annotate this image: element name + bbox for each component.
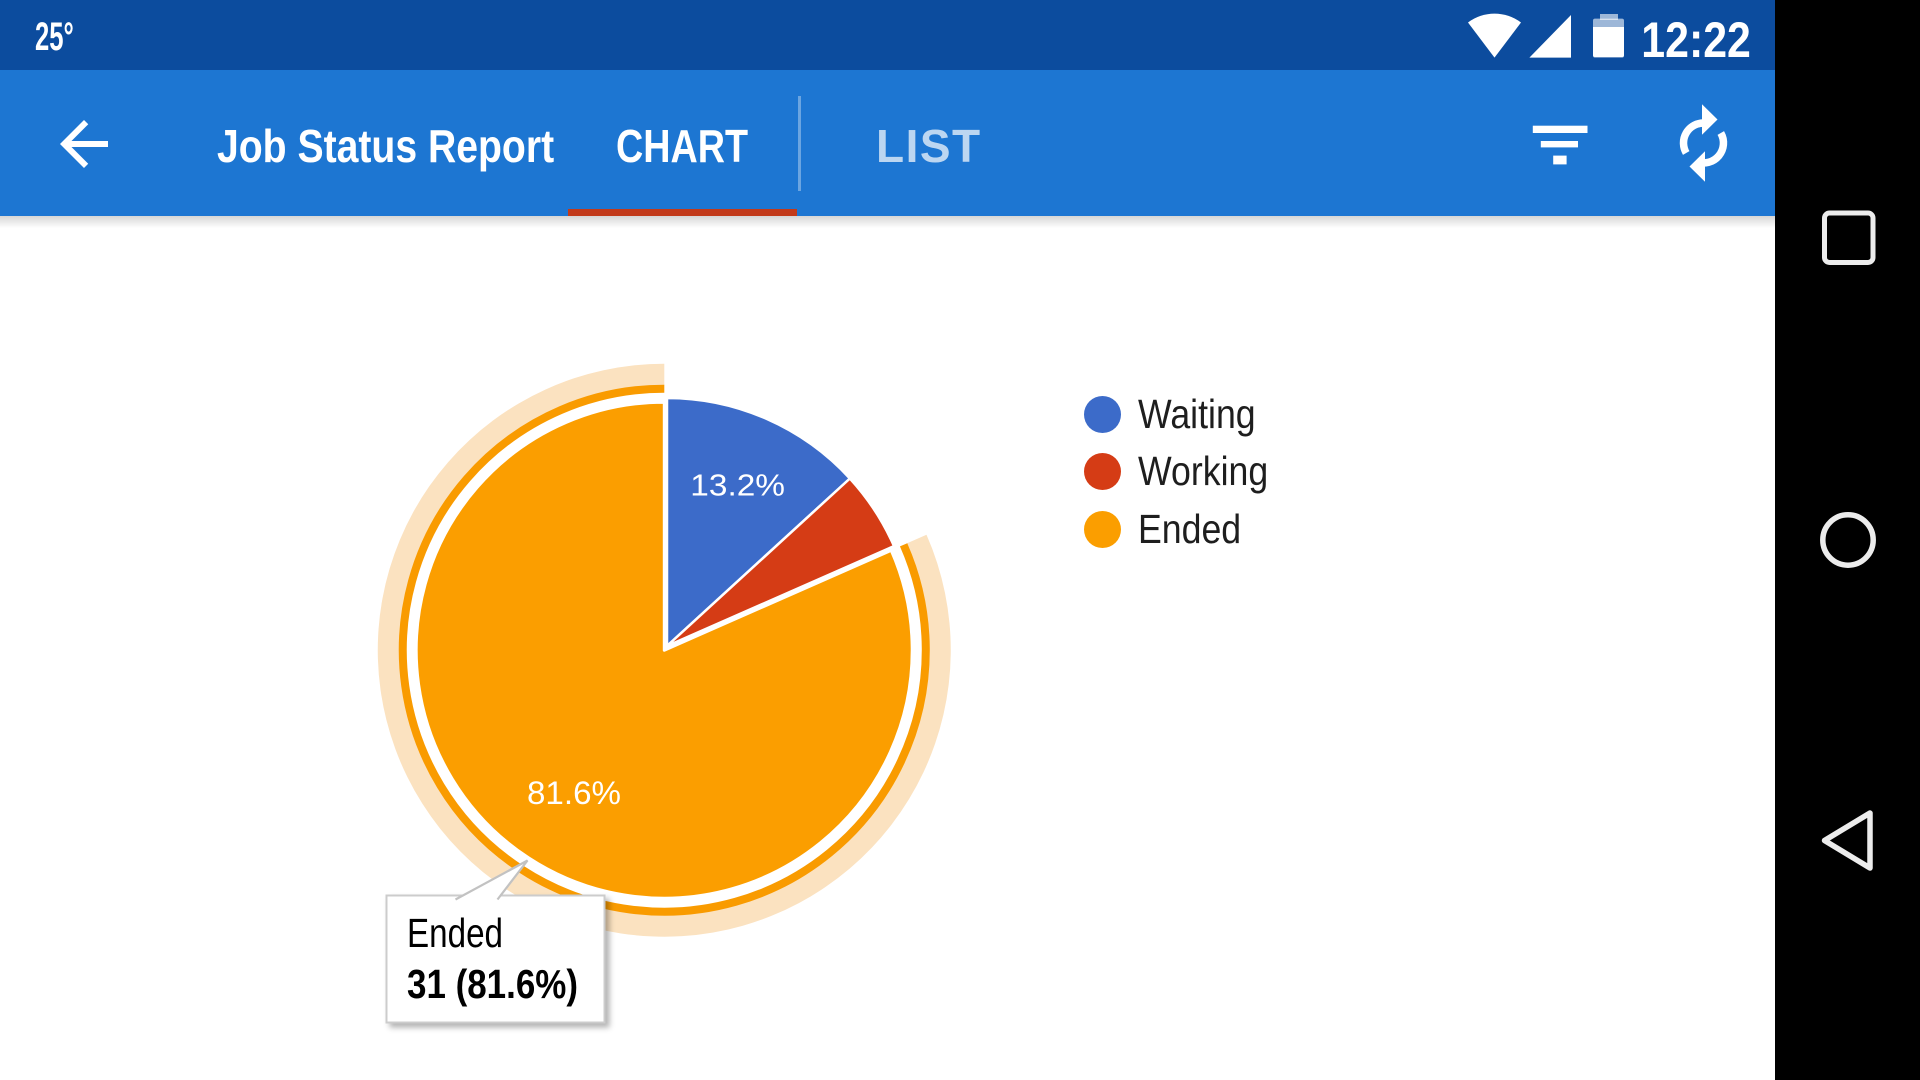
svg-text:31 (81.6%): 31 (81.6%) — [407, 961, 578, 1007]
svg-text:13.2%: 13.2% — [690, 468, 785, 503]
svg-text:81.6%: 81.6% — [527, 775, 621, 811]
svg-text:Ended: Ended — [407, 910, 503, 956]
